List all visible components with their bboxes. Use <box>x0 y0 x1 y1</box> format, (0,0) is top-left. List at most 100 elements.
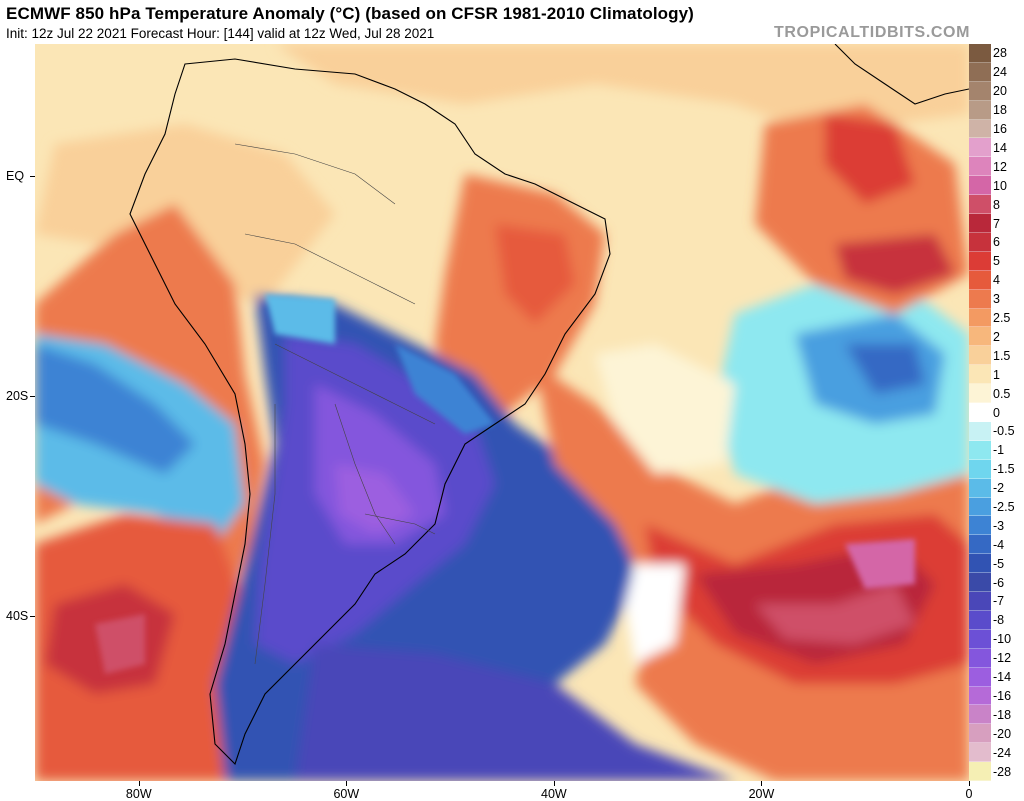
x-tick <box>969 781 970 786</box>
anomaly-region <box>625 564 685 664</box>
colorbar-label: 5 <box>993 254 1000 269</box>
africa-coastline <box>834 44 969 105</box>
colorbar-swatch <box>969 44 991 63</box>
colorbar-swatch <box>969 251 991 271</box>
colorbar-swatch <box>969 100 991 120</box>
colorbar-label: 18 <box>993 103 1007 118</box>
colorbar-label: -28 <box>993 764 1012 779</box>
country-border <box>364 513 436 535</box>
colorbar-label: 0 <box>993 405 1000 420</box>
colorbar-label: 0.5 <box>993 386 1011 401</box>
anomaly-region <box>35 124 335 304</box>
anomaly-region <box>275 44 969 134</box>
colorbar-label: 24 <box>993 65 1007 80</box>
colorbar-swatch <box>969 327 991 347</box>
colorbar-label: 4 <box>993 273 1000 288</box>
colorbar-label: -12 <box>993 651 1012 666</box>
colorbar-swatch <box>969 478 991 498</box>
south-america-coastline <box>129 58 611 766</box>
colorbar-swatch <box>969 195 991 215</box>
anomaly-region <box>335 464 415 534</box>
colorbar-label: 3 <box>993 292 1000 307</box>
colorbar-label: 14 <box>993 140 1007 155</box>
colorbar-swatch <box>969 610 991 630</box>
colorbar-swatch <box>969 176 991 196</box>
colorbar-label: -20 <box>993 726 1012 741</box>
country-border <box>274 343 436 425</box>
anomaly-region <box>845 344 925 394</box>
colorbar-label: 12 <box>993 159 1007 174</box>
anomaly-region <box>395 344 495 434</box>
colorbar-swatch <box>969 743 991 763</box>
colorbar-swatch <box>969 573 991 593</box>
colorbar-swatch <box>969 516 991 536</box>
colorbar-swatch <box>969 119 991 139</box>
colorbar-label: -0.5 <box>993 424 1015 439</box>
colorbar-label: 8 <box>993 197 1000 212</box>
x-tick-label: 80W <box>125 787 152 801</box>
colorbar-label: -10 <box>993 632 1012 647</box>
colorbar-swatch <box>969 554 991 574</box>
colorbar-label: -7 <box>993 594 1005 609</box>
chart-title: ECMWF 850 hPa Temperature Anomaly (°C) (… <box>6 4 694 23</box>
colorbar-label: -5 <box>993 556 1005 571</box>
colorbar-swatch <box>969 421 991 441</box>
colorbar-label: -18 <box>993 707 1012 722</box>
coastlines <box>129 44 969 766</box>
anomaly-map <box>35 44 969 781</box>
colorbar-swatch <box>969 686 991 706</box>
colorbar-label: -24 <box>993 745 1012 760</box>
colorbar-swatch <box>969 440 991 460</box>
colorbar-label: -2 <box>993 481 1005 496</box>
colorbar-label: 28 <box>993 46 1007 61</box>
anomaly-region <box>825 114 915 204</box>
colorbar-swatch <box>969 403 991 422</box>
x-tick-label: 0 <box>965 787 973 801</box>
anomaly-region <box>595 344 735 474</box>
colorbar-swatch <box>969 232 991 252</box>
anomaly-region <box>265 294 335 344</box>
x-tick <box>553 781 555 786</box>
anomaly-region <box>835 234 955 294</box>
colorbar-label: 2 <box>993 329 1000 344</box>
colorbar-swatch <box>969 138 991 158</box>
colorbar-swatch <box>969 365 991 385</box>
colorbar-swatch <box>969 214 991 233</box>
country-border <box>254 404 276 665</box>
anomaly-region <box>845 539 915 589</box>
colorbar-swatch <box>969 724 991 744</box>
anomaly-region <box>95 614 145 674</box>
anomaly-region <box>495 224 575 324</box>
colorbar: 28 24 20 18 16 14 12 10 8 7 6 5 4 3 2.5 2 1.5 1 0.5 0 -0.5 -1… <box>969 44 1015 781</box>
colorbar-label: -1.5 <box>993 462 1015 477</box>
colorbar-swatch <box>969 535 991 555</box>
colorbar-swatch <box>969 346 991 366</box>
colorbar-label: -16 <box>993 688 1012 703</box>
colorbar-label: -8 <box>993 613 1005 628</box>
site-watermark: TROPICALTIDBITS.COM <box>774 24 970 41</box>
x-tick <box>761 781 763 786</box>
y-tick <box>30 176 35 177</box>
colorbar-label: 1 <box>993 367 1000 382</box>
country-border <box>334 403 396 545</box>
y-tick <box>30 396 35 397</box>
country-border <box>234 143 396 205</box>
colorbar-swatch <box>969 62 991 82</box>
x-tick-label: 40W <box>541 787 567 801</box>
colorbar-swatch <box>969 497 991 517</box>
colorbar-label: 16 <box>993 122 1007 137</box>
colorbar-swatch <box>969 270 991 290</box>
colorbar-label: -1 <box>993 443 1005 458</box>
anomaly-region <box>295 644 735 781</box>
y-tick <box>30 616 35 617</box>
y-tick-label: 20S <box>6 389 29 403</box>
colorbar-label: 1.5 <box>993 348 1011 363</box>
anomaly-region <box>35 344 195 474</box>
colorbar-swatch <box>969 629 991 649</box>
colorbar-label: -2.5 <box>993 499 1015 514</box>
colorbar-swatch <box>969 648 991 668</box>
country-border <box>244 233 416 305</box>
x-tick-label: 60W <box>333 787 360 801</box>
x-tick <box>346 781 348 786</box>
x-tick-label: 20W <box>748 787 775 801</box>
